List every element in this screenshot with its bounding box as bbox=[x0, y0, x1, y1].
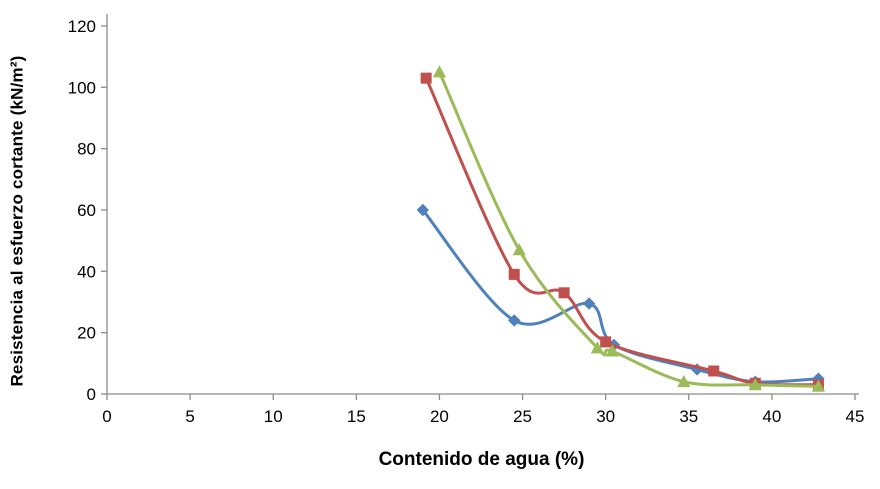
x-tick-label: 5 bbox=[185, 407, 194, 426]
series-2-red-marker-square bbox=[508, 268, 520, 280]
y-tick-label: 0 bbox=[87, 385, 96, 404]
series-3-green-marker-triangle bbox=[590, 341, 604, 354]
y-tick-label: 120 bbox=[68, 17, 96, 36]
y-tick-label: 100 bbox=[68, 78, 96, 97]
x-tick-label: 15 bbox=[347, 407, 366, 426]
series-3-green-marker-triangle bbox=[748, 378, 762, 391]
x-tick-label: 35 bbox=[679, 407, 698, 426]
y-axis-title: Resistencia al esfuerzo cortante (kN/m²) bbox=[0, 0, 36, 442]
series-3-green-marker-triangle bbox=[432, 65, 447, 78]
x-tick-label: 10 bbox=[264, 407, 283, 426]
y-tick-label: 60 bbox=[77, 201, 96, 220]
x-axis-title: Contenido de agua (%) bbox=[378, 449, 585, 470]
series-1-blue-marker-diamond bbox=[582, 297, 596, 310]
x-tick-label: 45 bbox=[846, 407, 865, 426]
series-2-red-marker-square bbox=[708, 365, 720, 377]
x-tick-label: 0 bbox=[102, 407, 111, 426]
series-2-red-line bbox=[424, 76, 820, 387]
series-3-green-marker-triangle bbox=[512, 243, 526, 256]
series-2-red-marker-square bbox=[420, 72, 432, 84]
x-tick-label: 30 bbox=[596, 407, 615, 426]
y-tick-label: 20 bbox=[77, 324, 96, 343]
series-3-green-marker-triangle bbox=[605, 344, 619, 357]
y-tick-label: 40 bbox=[77, 262, 96, 281]
x-tick-label: 20 bbox=[430, 407, 449, 426]
series-1-blue-marker-diamond bbox=[508, 314, 521, 327]
y-tick-label: 80 bbox=[77, 140, 96, 159]
series-3-green-marker-triangle bbox=[677, 374, 691, 388]
series-2-red-marker-square bbox=[600, 336, 612, 348]
y-axis-title-text: Resistencia al esfuerzo cortante (kN/m²) bbox=[8, 55, 28, 387]
x-tick-label: 40 bbox=[762, 407, 781, 426]
x-tick-label: 25 bbox=[513, 407, 532, 426]
series-3-green-line bbox=[437, 70, 820, 388]
series-3-green-marker-triangle bbox=[811, 379, 826, 392]
series-1-blue-marker-diamond bbox=[416, 203, 430, 217]
series-2-red-marker-square bbox=[558, 287, 570, 299]
